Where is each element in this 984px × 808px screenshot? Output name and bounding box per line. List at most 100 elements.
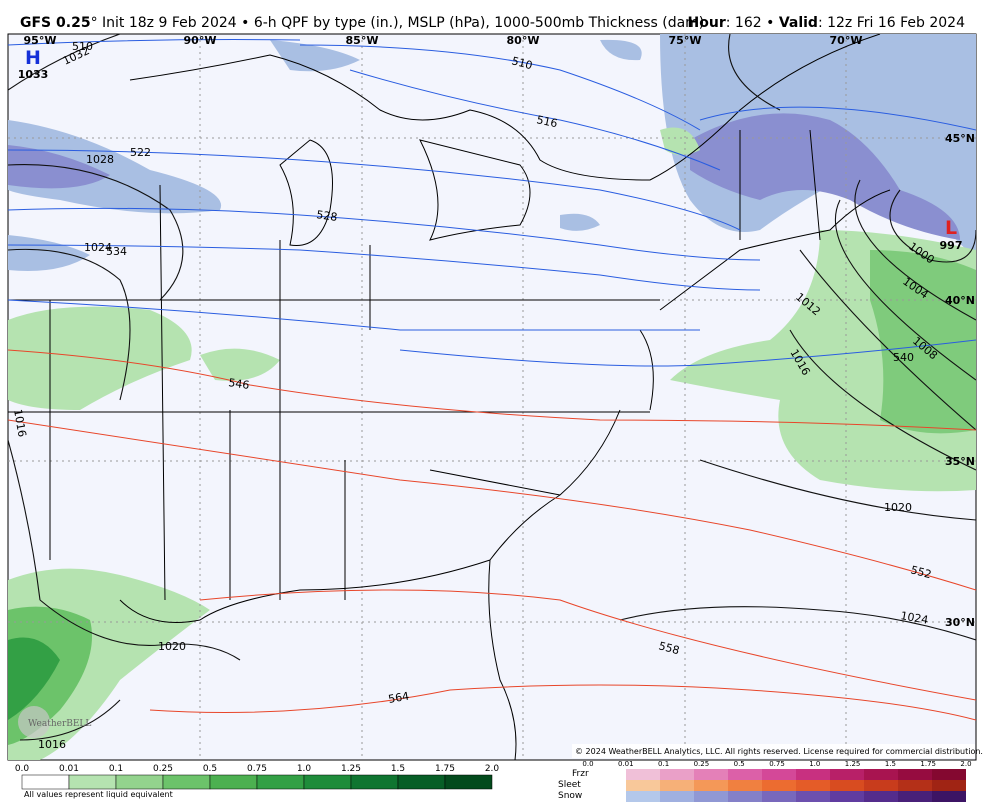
lon-label: 90°W: [184, 34, 217, 47]
type-swatch: [796, 791, 830, 802]
lat-label: 40°N: [945, 294, 975, 307]
type-scale-label: 0.1: [658, 760, 669, 768]
qpf-scale-label: 0.01: [59, 764, 79, 774]
thickness-label: 510: [510, 54, 534, 72]
type-swatch: [796, 780, 830, 791]
type-swatch: [660, 780, 694, 791]
description: ° Init 18z 9 Feb 2024 • 6-h QPF by type …: [91, 15, 705, 31]
type-swatch: [796, 769, 830, 780]
type-swatch: [762, 769, 796, 780]
type-swatch: [864, 780, 898, 791]
qpf-note: All values represent liquid equivalent: [24, 790, 173, 799]
qpf-scale-label: 1.0: [297, 764, 312, 774]
type-label: Sleet: [558, 780, 581, 790]
model: GFS 0.25: [20, 15, 91, 31]
copyright: © 2024 WeatherBELL Analytics, LLC. All r…: [575, 747, 983, 756]
thickness-label: 540: [893, 351, 914, 364]
lon-label: 95°W: [24, 34, 57, 47]
qpf-swatch: [162, 774, 211, 790]
isobar-label: 1016: [38, 738, 66, 751]
type-swatch: [762, 780, 796, 791]
type-swatch: [898, 780, 932, 791]
type-swatch: [762, 791, 796, 802]
lon-label: 75°W: [669, 34, 702, 47]
high-pressure: 1033: [18, 68, 49, 81]
qpf-swatch: [115, 774, 164, 790]
thickness-label: 546: [228, 376, 251, 392]
thickness-label: 516: [535, 113, 558, 130]
lat-label: 30°N: [945, 616, 975, 629]
thickness-label: 522: [130, 146, 151, 159]
thickness-label: 534: [106, 245, 127, 258]
lat-label: 35°N: [945, 455, 975, 468]
hour-value: : 162 •: [726, 15, 779, 31]
type-swatch: [932, 780, 966, 791]
type-swatch: [660, 769, 694, 780]
lon-label: 80°W: [507, 34, 540, 47]
lat-label: 45°N: [945, 132, 975, 145]
qpf-swatch: [256, 774, 305, 790]
qpf-scale-label: 1.5: [391, 764, 405, 774]
type-scale-label: 0.25: [694, 760, 710, 768]
isobar-label: 1024: [899, 609, 929, 627]
thickness-label: 528: [316, 208, 339, 224]
qpf-swatch: [68, 774, 117, 790]
type-swatch: [728, 791, 762, 802]
type-label: Frzr: [572, 769, 589, 779]
logo: WeatherBELL: [28, 719, 91, 729]
lon-label: 70°W: [830, 34, 863, 47]
type-label: Snow: [558, 791, 582, 801]
type-swatch: [830, 769, 864, 780]
thickness-label: 564: [387, 690, 410, 706]
type-scale-label: 2.0: [960, 760, 971, 768]
low-letter: L: [945, 217, 957, 239]
type-swatch: [626, 780, 660, 791]
type-scale-label: 0.5: [734, 760, 745, 768]
qpf-scale-label: 0.0: [15, 764, 30, 774]
type-swatch: [864, 791, 898, 802]
header-valid: Hour: 162 • Valid: 12z Fri 16 Feb 2024: [688, 15, 966, 31]
hour-label: Hour: [688, 15, 726, 31]
type-swatch: [898, 791, 932, 802]
type-swatch: [694, 791, 728, 802]
qpf-scale-label: 0.1: [109, 764, 123, 774]
thickness-label: 558: [657, 639, 681, 657]
qpf-scale-label: 0.75: [247, 764, 267, 774]
isobar-label: 1028: [86, 153, 114, 166]
type-scale-label: 1.25: [845, 760, 861, 768]
qpf-swatch: [209, 774, 258, 790]
type-scale-label: 1.5: [885, 760, 896, 768]
low-pressure: 997: [940, 239, 963, 252]
type-legend: 0.0 0.01 0.1 0.25 0.5 0.75 1.0 1.25 1.5 1.75 2.0: [582, 760, 972, 802]
isobar-label: 1020: [884, 501, 912, 514]
qpf-swatch: [303, 774, 352, 790]
isobar-label: 1024: [84, 241, 112, 254]
header-title: GFS 0.25° Init 18z 9 Feb 2024 • 6-h QPF …: [20, 15, 704, 31]
qpf-legend: 0.0 0.01 0.1 0.25 0.5 0.75 1.0 1.25 1.5 1.75 2.0: [15, 764, 500, 790]
type-swatch: [728, 780, 762, 791]
qpf-swatch: [350, 774, 399, 790]
type-swatch: [660, 791, 694, 802]
qpf-scale-label: 0.25: [153, 764, 173, 774]
type-swatch: [626, 791, 660, 802]
type-swatch: [830, 791, 864, 802]
type-scale-label: 1.0: [809, 760, 820, 768]
qpf-scale-label: 2.0: [485, 764, 500, 774]
lon-label: 85°W: [346, 34, 379, 47]
type-scale-label: 0.75: [769, 760, 785, 768]
valid-value: : 12z Fri 16 Feb 2024: [818, 15, 965, 31]
type-swatch: [830, 780, 864, 791]
qpf-scale-label: 1.75: [435, 764, 455, 774]
qpf-swatch: [444, 774, 493, 790]
type-swatch: [932, 791, 966, 802]
type-swatch: [932, 769, 966, 780]
type-scale-label: 0.01: [618, 760, 634, 768]
type-swatch: [694, 780, 728, 791]
qpf-swatch: [397, 774, 446, 790]
high-letter: H: [25, 47, 41, 69]
valid-label: Valid: [779, 15, 818, 31]
isobar-label: 1020: [158, 640, 186, 653]
type-swatch: [728, 769, 762, 780]
type-scale-label: 1.75: [920, 760, 936, 768]
